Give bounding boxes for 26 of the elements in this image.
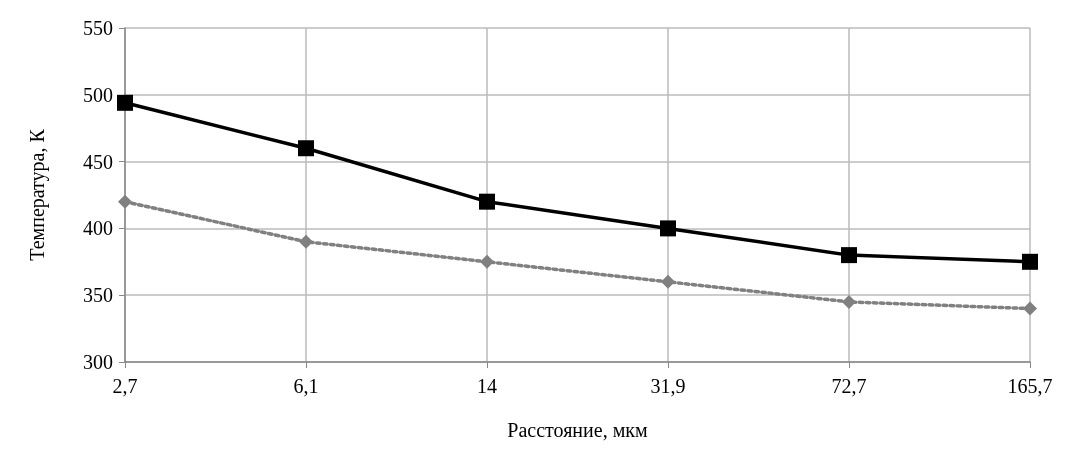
point — [298, 140, 314, 157]
x-tick-label: 14 — [477, 375, 497, 397]
point — [842, 294, 856, 309]
point — [1022, 253, 1038, 270]
x-axis-title: Расстояние, мкм — [507, 419, 649, 441]
x-tick-label: 31,9 — [650, 375, 686, 397]
x-tick-label: 2,7 — [112, 375, 138, 397]
y-tick-label: 500 — [83, 83, 113, 106]
point — [660, 220, 676, 237]
y-axis-title: Температура, К — [26, 128, 49, 261]
y-tick-label: 350 — [83, 284, 113, 307]
x-tick-label: 6,1 — [293, 375, 319, 397]
point — [479, 193, 495, 210]
point — [117, 94, 133, 111]
point — [661, 274, 675, 289]
point — [841, 247, 857, 264]
y-tick-label: 550 — [83, 17, 113, 39]
point — [1023, 301, 1037, 316]
x-tick-label: 165,7 — [1007, 375, 1053, 397]
point — [299, 234, 313, 249]
y-tick-label: 400 — [83, 217, 113, 240]
point — [480, 254, 494, 269]
y-tick-label: 300 — [83, 351, 113, 373]
point — [118, 194, 132, 209]
y-tick-label: 450 — [83, 150, 113, 173]
x-tick-label: 72,7 — [831, 375, 867, 397]
